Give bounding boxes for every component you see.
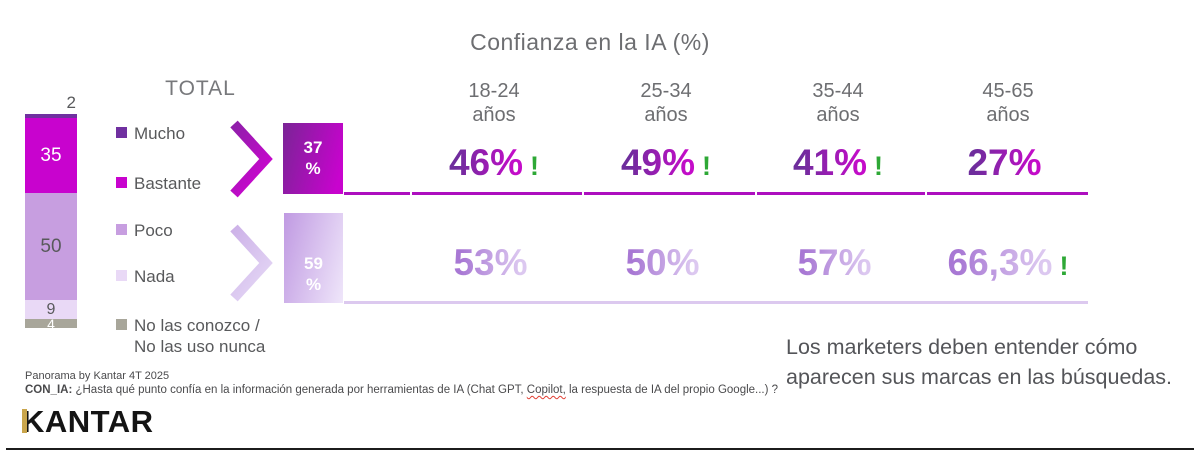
bar-segment-value-bastante: 35 — [40, 145, 62, 167]
column-35-44: 35-44 años 41%! 57% — [752, 0, 924, 320]
total-stacked-bar: 35 50 9 4 — [25, 114, 77, 332]
distrust-value-cell: 50% — [580, 242, 752, 284]
legend-item-mucho: Mucho — [116, 123, 185, 144]
trust-row-underline — [584, 192, 755, 195]
trust-row-underline — [757, 192, 925, 195]
legend-item-no-conozco: No las conozco / No las uso nunca — [116, 315, 265, 358]
trust-total-box: 37 % — [283, 123, 343, 194]
distrust-value-cell: 66,3%! — [920, 242, 1096, 284]
distrust-value-cell: 57% — [752, 242, 924, 284]
age-range: 25-34 — [640, 80, 692, 102]
bar-segment-value-poco: 50 — [40, 236, 62, 258]
significance-flag-icon: ! — [530, 151, 540, 181]
bar-segment-value-no-conozco: 4 — [47, 315, 55, 332]
bar-segment-value-mucho: 2 — [66, 93, 76, 112]
source-note: Panorama by Kantar 4T 2025 — [25, 370, 170, 382]
trust-value: 46% — [448, 142, 524, 183]
bar-segment-bastante: 35 — [25, 118, 77, 194]
column-18-24: 18-24 años 46%! 53% — [408, 0, 580, 320]
age-range: 35-44 — [812, 80, 864, 102]
question-text-pre: ¿Hasta qué punto confía en la informació… — [72, 384, 527, 396]
age-header-18-24: 18-24 años — [408, 79, 580, 127]
insight-text: Los marketers deben entender cómo aparec… — [786, 335, 1173, 390]
kantar-logo: KANTAR — [22, 404, 154, 440]
age-unit: años — [644, 104, 688, 126]
age-range: 18-24 — [468, 80, 520, 102]
legend-swatch-mucho — [116, 127, 127, 138]
significance-flag-icon: ! — [702, 151, 712, 181]
legend-label-mucho: Mucho — [134, 124, 186, 143]
legend-label-bastante: Bastante — [134, 174, 202, 193]
column-25-34: 25-34 años 49%! 50% — [580, 0, 752, 320]
trust-row-underline — [344, 192, 410, 195]
question-code: CON_IA: — [25, 384, 73, 396]
question-note: CON_IA: ¿Hasta qué punto confía en la in… — [25, 384, 778, 396]
bar-segment-poco: 50 — [25, 193, 77, 301]
kantar-logo-gold-bar-icon — [22, 409, 27, 433]
age-header-45-65: 45-65 años — [920, 79, 1096, 127]
legend-label-no-conozco-line2: No las uso nunca — [134, 337, 266, 357]
legend-label-nada: Nada — [134, 267, 175, 286]
trust-value: 49% — [620, 142, 696, 183]
distrust-total-unit: % — [305, 274, 322, 294]
trust-value-cell: 46%! — [408, 142, 580, 184]
bar-segment-value-nada: 9 — [46, 300, 56, 318]
age-range: 45-65 — [982, 80, 1034, 102]
distrust-row-underline — [344, 301, 1088, 304]
age-unit: años — [472, 104, 516, 126]
legend-item-poco: Poco — [116, 220, 173, 241]
significance-flag-icon: ! — [1059, 251, 1069, 281]
legend-item-bastante: Bastante — [116, 173, 201, 194]
trust-value: 41% — [792, 142, 868, 183]
distrust-value: 50% — [625, 242, 700, 283]
trust-value-cell: 49%! — [580, 142, 752, 184]
age-unit: años — [986, 104, 1030, 126]
age-header-35-44: 35-44 años — [752, 79, 924, 127]
distrust-value: 66,3% — [947, 242, 1053, 283]
column-45-65: 45-65 años 27% 66,3%! — [920, 0, 1096, 320]
chart-title: Confianza en la IA (%) — [470, 29, 710, 55]
legend-label-no-conozco-line1: No las conozco / — [134, 316, 260, 335]
question-text-post: la respuesta de IA del propio Google...)… — [565, 384, 779, 396]
distrust-total-box: 59 % — [284, 213, 343, 303]
legend-swatch-no-conozco — [116, 319, 127, 330]
trust-row-underline — [927, 192, 1088, 195]
legend-label-poco: Poco — [134, 221, 173, 240]
trust-value-cell: 27% — [920, 142, 1096, 184]
significance-flag-icon: ! — [874, 151, 884, 181]
distrust-value-cell: 53% — [408, 242, 580, 284]
trust-value-cell: 41%! — [752, 142, 924, 184]
legend-swatch-nada — [116, 270, 127, 281]
distrust-total-value: 59 — [304, 254, 323, 274]
legend-label-no-conozco: No las conozco / No las uso nunca — [134, 315, 265, 358]
chevron-right-icon-light — [230, 224, 273, 302]
age-unit: años — [816, 104, 860, 126]
legend-swatch-bastante — [116, 177, 127, 188]
bottom-divider — [6, 448, 1194, 450]
total-column-label: TOTAL — [165, 77, 236, 100]
kantar-logo-text: KANTAR — [22, 404, 154, 439]
legend-swatch-poco — [116, 224, 127, 235]
bar-segment-mucho — [25, 114, 77, 119]
distrust-value: 53% — [453, 242, 528, 283]
trust-total-value: 37 — [303, 138, 323, 158]
trust-value: 27% — [967, 142, 1042, 183]
bar-segment-nada: 9 — [25, 300, 77, 320]
legend-item-nada: Nada — [116, 266, 175, 287]
chevron-right-icon-dark — [230, 120, 273, 198]
trust-total-unit: % — [305, 158, 321, 178]
trust-row-underline — [412, 192, 582, 195]
bar-segment-no-conozco: 4 — [25, 315, 77, 332]
age-header-25-34: 25-34 años — [580, 79, 752, 127]
question-text-copilot: Copilot, — [526, 384, 566, 396]
distrust-value: 57% — [797, 242, 872, 283]
